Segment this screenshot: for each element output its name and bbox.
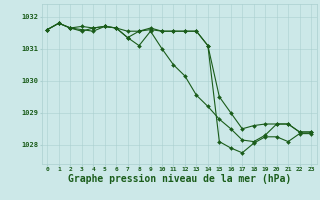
X-axis label: Graphe pression niveau de la mer (hPa): Graphe pression niveau de la mer (hPa) [68, 174, 291, 184]
